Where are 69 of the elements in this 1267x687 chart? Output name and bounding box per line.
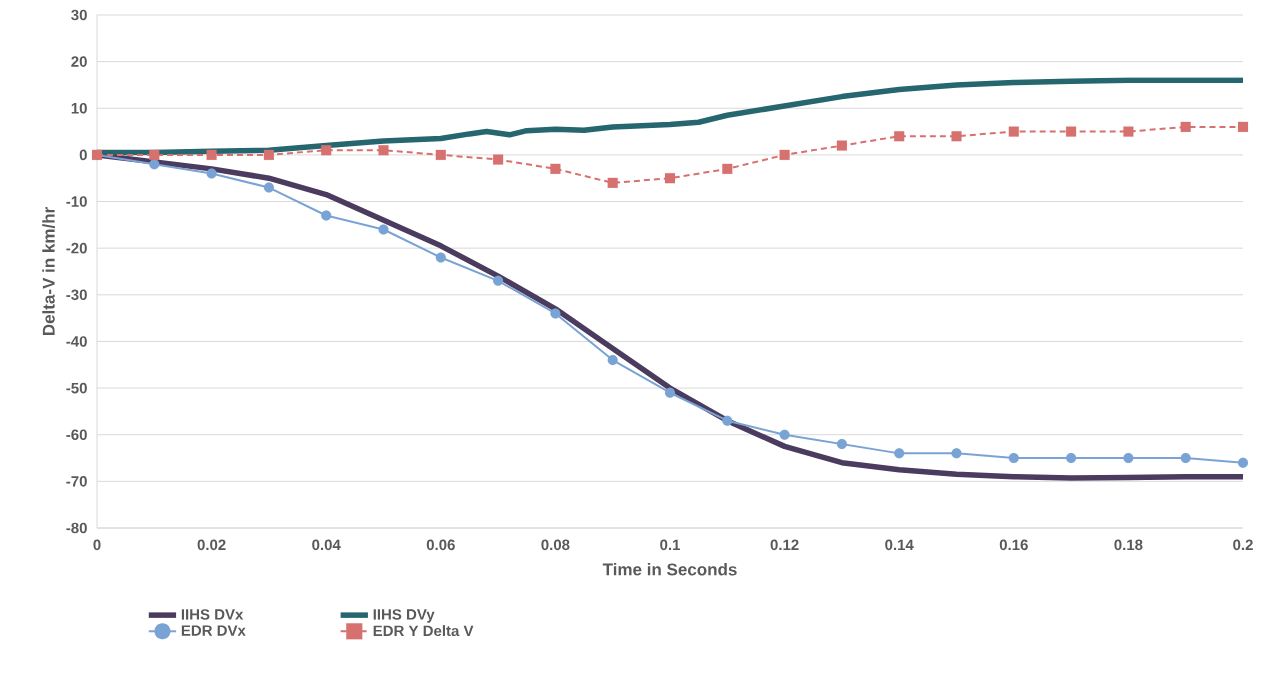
point: [1180, 121, 1191, 132]
point: [664, 387, 676, 398]
x-tick-label: 0.16: [999, 539, 1028, 551]
x-tick-label: 0.2: [1233, 539, 1253, 551]
point: [779, 149, 790, 160]
y-axis-title: Delta-V in km/hr: [42, 207, 55, 336]
point: [722, 415, 733, 426]
y-tick-label: 20: [71, 56, 87, 67]
point: [1066, 452, 1077, 464]
x-tick-label: 0.12: [770, 539, 799, 551]
y-tick-label: -10: [66, 196, 87, 207]
point: [206, 149, 217, 160]
point: [894, 448, 905, 459]
x-tick-label: 0.18: [1114, 539, 1143, 551]
y-tick-label: -30: [66, 289, 87, 301]
point: [779, 429, 790, 440]
x-tick-label: 0.04: [312, 539, 341, 551]
y-tick-label: -60: [66, 429, 87, 441]
point: [493, 275, 504, 286]
point: [550, 163, 561, 174]
x-tick-label: 0.08: [541, 539, 570, 551]
point: [836, 140, 847, 151]
point: [149, 149, 160, 160]
point: [607, 177, 618, 188]
legend-label: IIHS DVx: [181, 609, 244, 620]
point: [435, 149, 446, 160]
point: [951, 448, 962, 459]
point: [607, 355, 618, 366]
x-tick-label: 0.1: [660, 539, 681, 551]
point: [1180, 452, 1191, 464]
x-axis-title: Time in Seconds: [602, 563, 737, 576]
point: [951, 131, 962, 142]
point: [493, 154, 504, 165]
point: [836, 438, 847, 450]
point: [263, 149, 274, 160]
x-tick-label: 0.06: [426, 539, 455, 551]
point: [550, 308, 561, 319]
legend-label: EDR DVx: [181, 625, 246, 636]
point: [378, 224, 389, 235]
point: [321, 145, 332, 156]
point: [263, 182, 274, 193]
point: [206, 168, 217, 179]
x-tick-label: 0.02: [197, 539, 226, 551]
point: [1008, 126, 1019, 137]
legend-label: EDR Y Delta V: [373, 625, 474, 637]
x-tick-label: 0.14: [885, 539, 914, 551]
point: [1123, 452, 1134, 464]
y-tick-label: 10: [71, 102, 87, 114]
point: [321, 210, 332, 221]
point: [1066, 126, 1077, 137]
y-tick-label: -80: [66, 522, 87, 534]
point: [435, 252, 446, 263]
point: [1008, 452, 1019, 464]
y-tick-label: -50: [66, 382, 87, 394]
point: [1237, 121, 1249, 132]
y-tick-label: 0: [79, 149, 87, 161]
legend-label: IIHS DVy: [373, 609, 435, 623]
point: [149, 159, 160, 170]
point: [1123, 126, 1134, 137]
x-tick-label: 0: [93, 539, 101, 551]
point: [378, 145, 389, 156]
point: [1237, 457, 1249, 468]
y-tick-label: -20: [66, 242, 87, 254]
point: [664, 173, 676, 184]
point: [894, 131, 905, 142]
point: [722, 163, 733, 174]
y-tick-label: 30: [71, 9, 87, 21]
y-tick-label: -40: [66, 336, 87, 347]
y-tick-label: -70: [66, 476, 87, 487]
